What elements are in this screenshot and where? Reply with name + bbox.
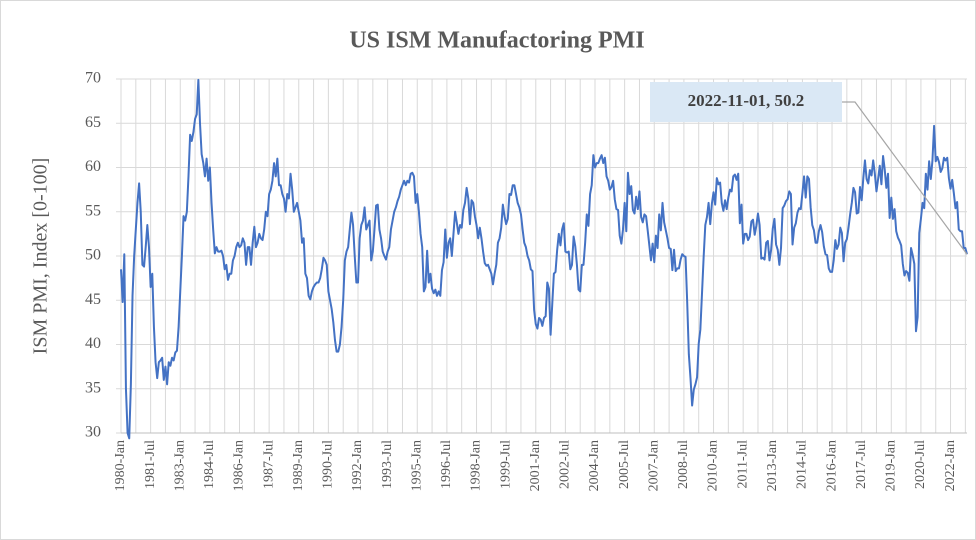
x-tick-label: 2011-Jul	[735, 440, 750, 489]
y-tick-label: 60	[85, 158, 101, 175]
x-tick-label: 2013-Jan	[765, 440, 780, 491]
x-tick-label: 1986-Jan	[232, 440, 247, 491]
x-tick-label: 2016-Jan	[824, 440, 839, 491]
y-tick-label: 30	[85, 424, 101, 441]
x-tick-label: 2010-Jan	[706, 440, 721, 491]
y-tick-label: 40	[85, 335, 101, 352]
x-tick-label: 1996-Jul	[439, 440, 454, 489]
x-tick-label: 2007-Jan	[646, 440, 661, 491]
y-axis-label: ISM PMI, Index [0-100]	[30, 158, 52, 355]
x-tick-label: 2008-Jul	[676, 440, 691, 489]
y-tick-label: 70	[85, 70, 101, 87]
x-tick-label: 1990-Jul	[321, 440, 336, 489]
chart-title: US ISM Manufactoring PMI	[349, 28, 644, 54]
x-tick-label: 1984-Jul	[202, 440, 217, 489]
x-tick-label: 1998-Jan	[469, 440, 484, 491]
x-tick-label: 2001-Jan	[528, 440, 543, 491]
x-tick-label: 2022-Jan	[943, 440, 958, 491]
x-tick-label: 1989-Jan	[291, 440, 306, 491]
x-tick-label: 1999-Jul	[498, 440, 513, 489]
x-tick-label: 2017-Jul	[854, 440, 869, 489]
x-tick-label: 1981-Jul	[143, 440, 158, 489]
x-tick-label: 1980-Jan	[113, 440, 128, 491]
x-tick-label: 2005-Jul	[617, 440, 632, 489]
y-tick-label: 35	[85, 379, 101, 396]
x-tick-label: 1993-Jul	[380, 440, 395, 489]
y-tick-label: 50	[85, 247, 101, 264]
y-tick-label: 65	[85, 114, 101, 131]
series-line	[120, 78, 968, 440]
y-tick-label: 45	[85, 291, 101, 308]
x-tick-label: 1987-Jul	[261, 440, 276, 489]
x-tick-label: 1992-Jan	[350, 440, 365, 491]
x-tick-label: 2002-Jul	[558, 440, 573, 489]
annotation-box	[650, 82, 842, 122]
annotation: 2022-11-01, 50.2	[688, 91, 805, 110]
annotation-leader	[842, 101, 968, 255]
x-tick-label: 2020-Jul	[913, 440, 928, 489]
y-tick-label: 55	[85, 202, 101, 219]
x-tick-label: 1983-Jan	[172, 440, 187, 491]
x-tick-label: 2004-Jan	[587, 440, 602, 491]
x-tick-label: 1995-Jan	[409, 440, 424, 491]
x-tick-label: 2019-Jan	[884, 440, 899, 491]
x-tick-label: 2014-Jul	[795, 440, 810, 489]
